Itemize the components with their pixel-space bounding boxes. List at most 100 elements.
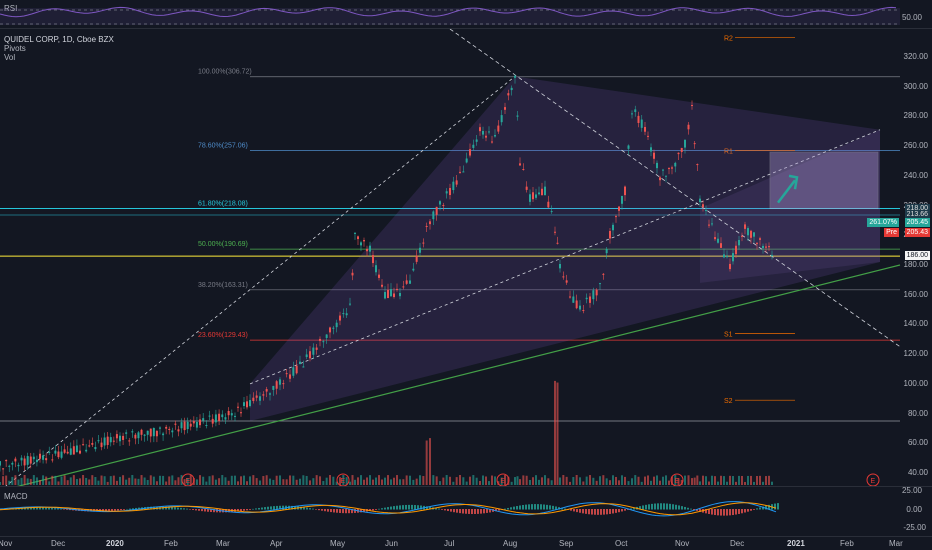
candle xyxy=(109,437,112,443)
earnings-marker[interactable]: E xyxy=(181,473,195,486)
candle xyxy=(218,413,221,421)
macd-hist-bar xyxy=(45,507,47,510)
candle xyxy=(82,444,85,446)
time-axis[interactable]: Nov Dec 2020 Feb Mar Apr May Jun Jul Aug Sep Oct Nov… xyxy=(0,537,932,550)
candle xyxy=(54,450,57,454)
volume-bar xyxy=(109,476,112,485)
macd-hist-bar xyxy=(510,507,512,510)
macd-hist-bar xyxy=(303,507,305,510)
candle xyxy=(387,289,389,299)
macd-hist-bar xyxy=(522,505,524,510)
candle xyxy=(14,458,17,462)
volume-bar xyxy=(659,480,661,485)
earnings-marker[interactable]: E xyxy=(496,473,510,486)
support-trendline[interactable] xyxy=(0,264,901,486)
price-axis-label: 40.00 xyxy=(907,468,928,477)
candle xyxy=(609,230,611,239)
fib-label: 61.80%(218.08) xyxy=(198,200,248,207)
volume-bar xyxy=(29,478,32,485)
target-box[interactable] xyxy=(769,151,879,209)
macd-hist-bar xyxy=(57,508,59,510)
macd-hist-bar xyxy=(669,503,671,510)
price-pane[interactable]: 100.00%(306.72) 78.60%(257.06) 61.80%(218.… xyxy=(0,29,932,487)
candle xyxy=(759,238,761,240)
candle xyxy=(504,107,506,110)
volume-bar xyxy=(455,477,458,485)
indicator-vol[interactable]: Vol xyxy=(4,53,16,62)
volume-bar xyxy=(399,479,401,485)
candle xyxy=(631,113,633,115)
candle xyxy=(275,381,278,389)
price-axis[interactable]: 320.00300.00280.00260.00240.00220.00200.… xyxy=(900,29,932,486)
macd-hist-bar xyxy=(195,509,197,511)
macd-hist-bar xyxy=(753,509,755,510)
candle xyxy=(115,434,118,439)
dashed-channel-top[interactable] xyxy=(249,129,881,385)
macd-hist-bar xyxy=(345,509,347,514)
candle xyxy=(390,289,392,297)
candle xyxy=(285,373,288,375)
candle xyxy=(79,450,81,454)
symbol-title[interactable]: QUIDEL CORP, 1D, Cboe BZX xyxy=(4,35,114,44)
dashed-downtrend[interactable] xyxy=(449,29,901,348)
volume-bar xyxy=(174,480,177,485)
candle xyxy=(705,209,707,212)
macd-hist-bar xyxy=(333,509,335,513)
volume-bar xyxy=(75,479,78,485)
volume-bar xyxy=(699,481,701,485)
candle xyxy=(624,186,626,196)
macd-hist-bar xyxy=(348,509,350,514)
volume-bar xyxy=(702,475,704,485)
macd-hist-bar xyxy=(639,506,641,510)
candle xyxy=(562,276,565,278)
candle xyxy=(399,293,401,297)
macd-hist-bar xyxy=(552,505,554,510)
volume-bar xyxy=(538,479,540,485)
candle xyxy=(592,290,595,300)
macd-hist-bar xyxy=(399,505,401,510)
volume-bar xyxy=(631,478,633,485)
candle xyxy=(309,351,311,359)
candle xyxy=(357,236,359,240)
candle xyxy=(360,242,362,246)
macd-hist-bar xyxy=(183,508,185,510)
candle xyxy=(550,211,553,213)
volume-bar xyxy=(671,476,673,485)
candle xyxy=(491,141,493,143)
dashed-trendline-up[interactable] xyxy=(0,76,516,486)
candle xyxy=(412,268,415,271)
earnings-marker[interactable]: E xyxy=(866,473,880,486)
volume-bar xyxy=(422,476,425,485)
candle xyxy=(465,158,468,163)
volume-bar xyxy=(26,478,29,485)
candle xyxy=(680,147,683,153)
macd-hist-bar xyxy=(576,509,578,513)
macd-hist-bar xyxy=(48,507,50,510)
volume-bar xyxy=(756,476,758,485)
volume-bar xyxy=(309,480,311,485)
candle xyxy=(538,192,540,195)
volume-bar xyxy=(137,478,140,485)
rsi-pane[interactable]: RSI 50.00 xyxy=(0,0,932,29)
candle xyxy=(137,432,140,439)
macd-hist-bar xyxy=(471,509,473,515)
volume-bar xyxy=(494,476,496,485)
volume-bar xyxy=(246,481,248,485)
candle xyxy=(653,152,655,159)
volume-bar xyxy=(687,475,690,485)
volume-bar xyxy=(624,476,626,485)
volume-bar xyxy=(449,476,451,485)
volume-bar xyxy=(575,475,578,485)
macd-hist-bar xyxy=(135,507,137,510)
macd-hist-bar xyxy=(588,509,590,515)
candle xyxy=(602,273,605,275)
earnings-marker[interactable]: E xyxy=(670,473,684,486)
macd-hist-bar xyxy=(51,507,53,510)
indicator-pivots[interactable]: Pivots xyxy=(4,44,26,53)
candle xyxy=(369,245,371,252)
macd-pane[interactable]: MACD 25.00 0.00 -25.00 xyxy=(0,486,932,537)
volume-bar xyxy=(720,475,722,485)
candle xyxy=(507,93,510,96)
earnings-marker[interactable]: E xyxy=(336,473,350,486)
candle xyxy=(510,87,513,91)
